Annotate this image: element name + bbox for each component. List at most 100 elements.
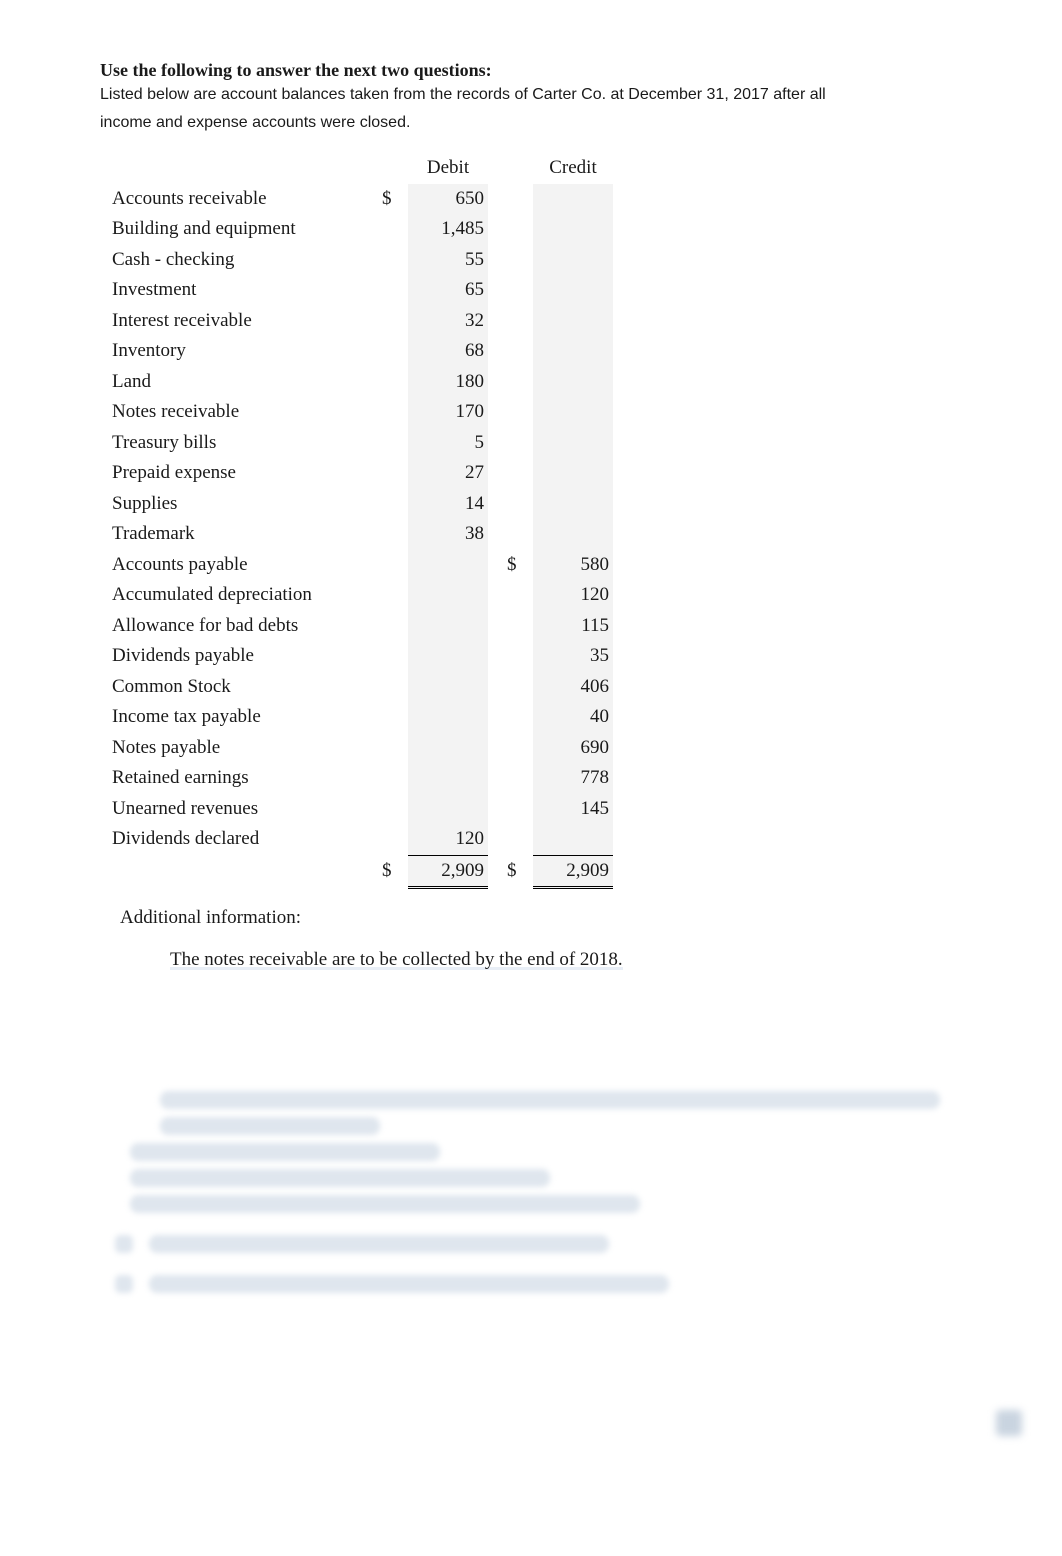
blur-question-number (115, 1235, 133, 1253)
debit-symbol (378, 733, 408, 764)
account-label: Retained earnings (108, 763, 378, 794)
account-label: Investment (108, 275, 378, 306)
table-row: Accumulated depreciation120 (108, 580, 613, 611)
account-label: Treasury bills (108, 428, 378, 459)
credit-value: 115 (533, 611, 613, 642)
debit-value: 68 (408, 336, 488, 367)
credit-symbol (503, 611, 533, 642)
credit-symbol (503, 519, 533, 550)
credit-value (533, 397, 613, 428)
table-row: Trademark 38 (108, 519, 613, 550)
subtitle-line-1: Listed below are account balances taken … (100, 83, 962, 107)
table-row: Land180 (108, 367, 613, 398)
credit-value (533, 519, 613, 550)
debit-symbol (378, 641, 408, 672)
blur-question-number (115, 1275, 133, 1293)
blur-text-line (130, 1195, 640, 1213)
trial-balance-table: Debit Credit Accounts receivable$650Buil… (108, 153, 962, 889)
debit-symbol (378, 702, 408, 733)
blurred-question-1 (115, 1235, 962, 1253)
account-label: Accounts payable (108, 550, 378, 581)
credit-value (533, 458, 613, 489)
credit-value: 778 (533, 763, 613, 794)
account-label: Notes payable (108, 733, 378, 764)
credit-value (533, 824, 613, 855)
debit-symbol (378, 824, 408, 855)
debit-value (408, 550, 488, 581)
question-heading: Use the following to answer the next two… (100, 60, 962, 81)
debit-symbol (378, 489, 408, 520)
table-row: Accounts payable $580 (108, 550, 613, 581)
account-label: Trademark (108, 519, 378, 550)
credit-symbol (503, 489, 533, 520)
debit-value: 55 (408, 245, 488, 276)
credit-symbol (503, 275, 533, 306)
credit-symbol (503, 580, 533, 611)
table-row: Investment 65 (108, 275, 613, 306)
blurred-content (160, 1091, 962, 1293)
blur-text-line (149, 1235, 609, 1253)
debit-value: 1,485 (408, 214, 488, 245)
table-row: Building and equipment 1,485 (108, 214, 613, 245)
header-credit: Credit (533, 153, 613, 184)
table-row: Allowance for bad debts 115 (108, 611, 613, 642)
debit-symbol (378, 611, 408, 642)
account-label: Allowance for bad debts (108, 611, 378, 642)
blur-text-line (160, 1117, 380, 1135)
account-label: Common Stock (108, 672, 378, 703)
credit-symbol (503, 367, 533, 398)
credit-value (533, 336, 613, 367)
table-row: Common Stock 406 (108, 672, 613, 703)
debit-value (408, 641, 488, 672)
table-row: Prepaid expense27 (108, 458, 613, 489)
note-line-1: The notes receivable are to be collected… (170, 949, 962, 971)
total-debit: 2,909 (408, 855, 488, 888)
credit-symbol (503, 824, 533, 855)
account-label: Interest receivable (108, 306, 378, 337)
credit-value (533, 184, 613, 215)
account-label: Accumulated depreciation (108, 580, 378, 611)
credit-value: 145 (533, 794, 613, 825)
debit-value (408, 794, 488, 825)
header-debit: Debit (408, 153, 488, 184)
credit-value: 35 (533, 641, 613, 672)
debit-value: 170 (408, 397, 488, 428)
credit-symbol (503, 641, 533, 672)
account-label: Inventory (108, 336, 378, 367)
debit-symbol (378, 458, 408, 489)
debit-value: 38 (408, 519, 488, 550)
credit-symbol (503, 428, 533, 459)
credit-value (533, 306, 613, 337)
table-row: Treasury bills5 (108, 428, 613, 459)
account-label: Building and equipment (108, 214, 378, 245)
account-label: Accounts receivable (108, 184, 378, 215)
credit-symbol (503, 458, 533, 489)
debit-symbol (378, 580, 408, 611)
table-row: Notes receivable 170 (108, 397, 613, 428)
debit-value: 65 (408, 275, 488, 306)
credit-value: 580 (533, 550, 613, 581)
credit-symbol (503, 794, 533, 825)
table-row: Accounts receivable$650 (108, 184, 613, 215)
credit-value: 40 (533, 702, 613, 733)
credit-symbol: $ (503, 550, 533, 581)
account-label: Prepaid expense (108, 458, 378, 489)
blur-text-line (160, 1091, 940, 1109)
debit-symbol (378, 367, 408, 398)
credit-symbol (503, 397, 533, 428)
debit-symbol (378, 550, 408, 581)
blur-text-line (130, 1169, 550, 1187)
credit-symbol (503, 306, 533, 337)
blur-text-line (149, 1275, 669, 1293)
page-number-blurred (996, 1410, 1022, 1436)
subtitle-line-2: income and expense accounts were closed. (100, 111, 962, 135)
additional-info-label: Additional information: (120, 907, 962, 929)
account-label: Dividends payable (108, 641, 378, 672)
credit-value: 406 (533, 672, 613, 703)
table-row: Inventory 68 (108, 336, 613, 367)
table-row: Interest receivable32 (108, 306, 613, 337)
total-credit: 2,909 (533, 855, 613, 888)
credit-value (533, 428, 613, 459)
account-label: Notes receivable (108, 397, 378, 428)
debit-symbol (378, 275, 408, 306)
